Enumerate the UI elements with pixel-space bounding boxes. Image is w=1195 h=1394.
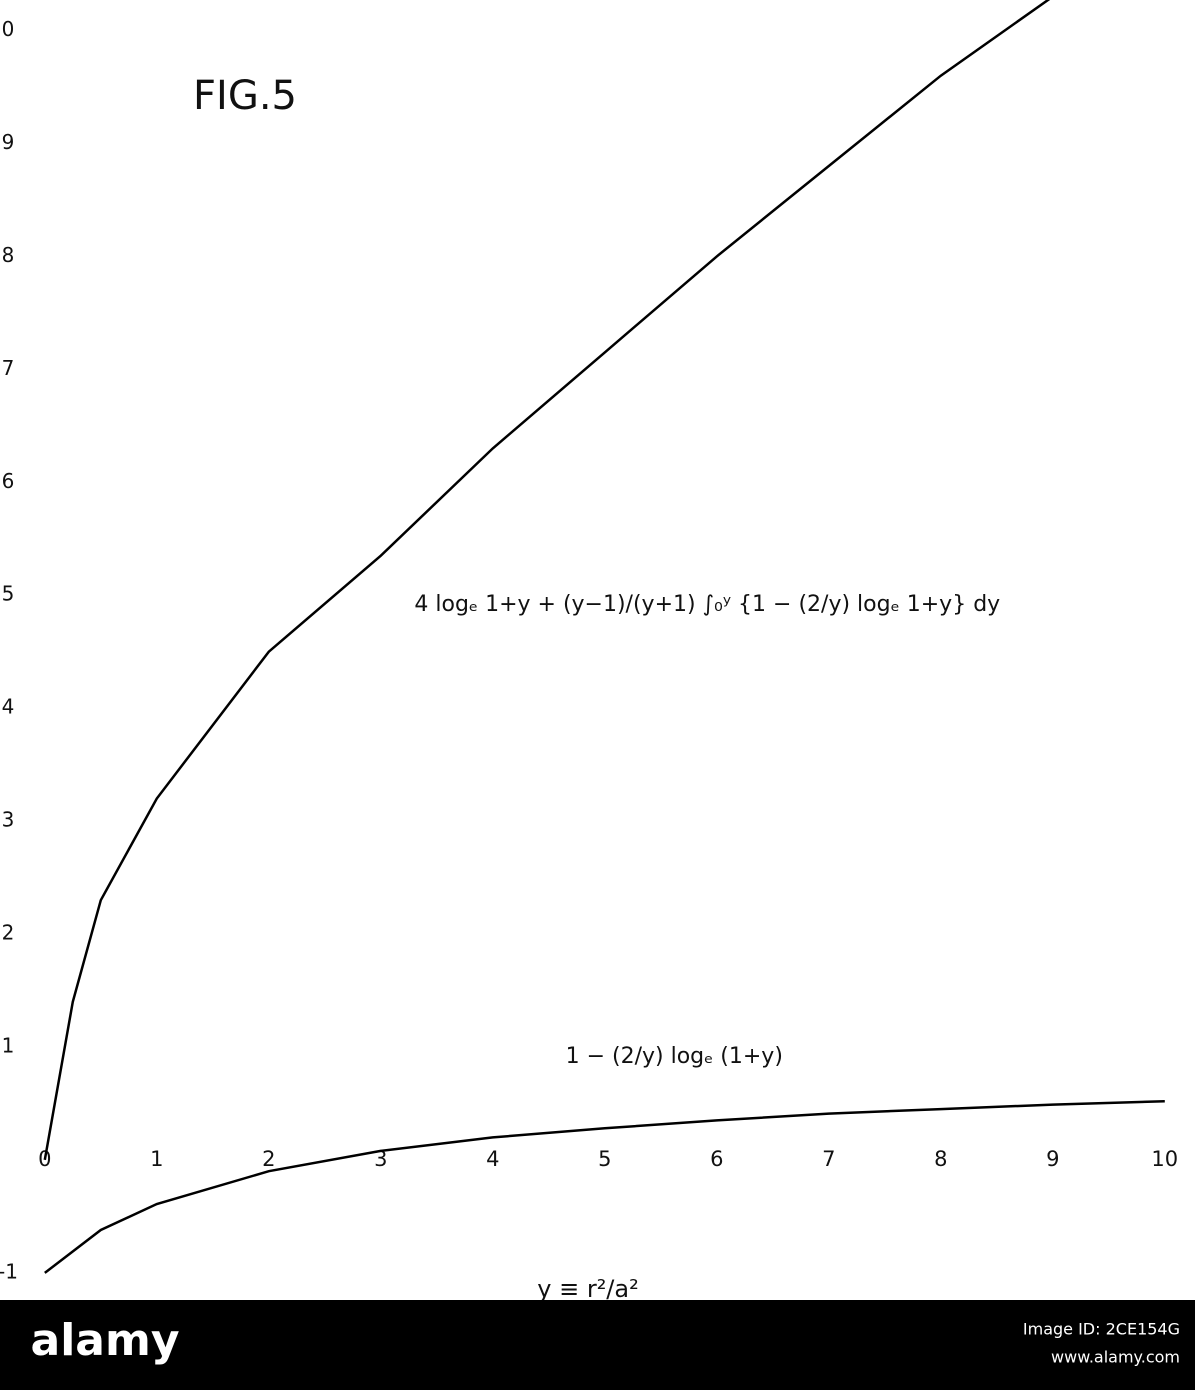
x-tick-label: 3 [374, 1147, 387, 1171]
x-tick-label: 10 [1151, 1147, 1178, 1171]
curve [43, 0, 1051, 1161]
y-tick-label: 0 [2, 17, 15, 41]
y-tick-label: -1 [0, 1259, 18, 1283]
y-tick-label: 1 [2, 1034, 15, 1058]
x-tick-label: 4 [486, 1147, 499, 1171]
y-tick-label: 5 [2, 582, 15, 606]
y-tick-label: 6 [2, 469, 15, 493]
y-tick-label: 4 [2, 695, 15, 719]
annotation: 4 logₑ 1+y + (y−1)/(y+1) ∫₀ʸ {1 − (2/y) … [414, 592, 1000, 617]
background [0, 0, 1195, 1300]
x-tick-label: 8 [934, 1147, 947, 1171]
x-tick-label: 5 [598, 1147, 611, 1171]
x-axis-label: y ≡ r²/a² [537, 1275, 638, 1303]
x-tick-label: 1 [150, 1147, 163, 1171]
y-tick-label: 7 [2, 356, 15, 380]
y-tick-label: 9 [2, 130, 15, 154]
x-tick-label: 7 [822, 1147, 835, 1171]
y-tick-label: 2 [2, 921, 15, 945]
chart-title: FIG.5 [193, 73, 297, 119]
x-tick-label: 9 [1046, 1147, 1059, 1171]
x-tick-label: 6 [710, 1147, 723, 1171]
x-tick-label: 2 [262, 1147, 275, 1171]
watermark-id: Image ID: 2CE154G [1023, 1320, 1180, 1339]
watermark-brand: alamy [31, 1315, 180, 1366]
watermark-bar [0, 1300, 1195, 1390]
curve [44, 1099, 1165, 1274]
annotation: 1 − (2/y) logₑ (1+y) [566, 1044, 783, 1069]
y-tick-label: 3 [2, 808, 15, 832]
watermark-url: www.alamy.com [1051, 1348, 1180, 1367]
y-tick-label: 8 [2, 243, 15, 267]
